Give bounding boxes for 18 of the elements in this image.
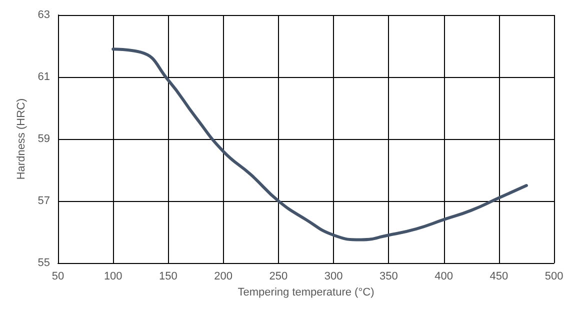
- line-series: [112, 48, 528, 242]
- x-axis-title: Tempering temperature (°C): [238, 286, 374, 298]
- y-tick-label: 57: [38, 195, 50, 207]
- y-axis-title: Hardness (HRC): [15, 98, 28, 180]
- y-tick-label: 59: [38, 133, 50, 145]
- x-tick-label: 250: [269, 270, 288, 282]
- x-tick-label: 500: [544, 270, 564, 282]
- y-tick-label: 55: [38, 257, 50, 269]
- x-tick-label: 300: [324, 270, 343, 282]
- x-tick-label: 100: [104, 270, 122, 282]
- x-tick-label: 350: [379, 270, 398, 282]
- x-tick-label: 200: [214, 270, 233, 282]
- x-tick-label: 450: [490, 270, 508, 282]
- x-tick-label: 400: [434, 270, 453, 282]
- y-tick-label: 61: [38, 71, 50, 83]
- x-tick-label: 50: [52, 270, 64, 282]
- x-tick-label: 150: [159, 270, 178, 282]
- y-tick-label: 63: [38, 9, 50, 21]
